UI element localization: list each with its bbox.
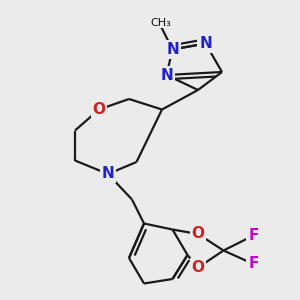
Text: N: N: [166, 42, 179, 57]
Text: F: F: [248, 228, 259, 243]
Text: CH₃: CH₃: [150, 17, 171, 28]
Text: O: O: [191, 260, 205, 275]
Text: O: O: [191, 226, 205, 242]
Text: N: N: [199, 36, 212, 51]
Text: N: N: [160, 68, 173, 82]
Text: F: F: [248, 256, 259, 272]
Text: O: O: [92, 102, 106, 117]
Text: N: N: [102, 167, 114, 182]
